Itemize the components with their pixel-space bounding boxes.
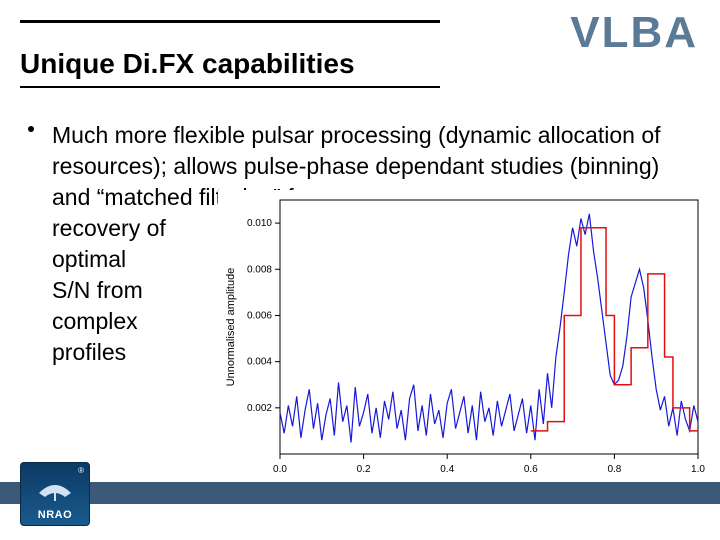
svg-text:0.8: 0.8: [607, 464, 621, 475]
footer-brand-text: NRAO: [21, 509, 89, 521]
svg-text:0.004: 0.004: [247, 357, 272, 368]
svg-text:0.6: 0.6: [524, 464, 538, 475]
svg-text:0.008: 0.008: [247, 264, 272, 275]
registered-icon: ®: [78, 466, 84, 475]
svg-text:0.4: 0.4: [440, 464, 454, 475]
svg-text:Unnormalised amplitude: Unnormalised amplitude: [225, 268, 237, 387]
title-underline: [20, 86, 440, 88]
dish-icon: [35, 471, 75, 503]
footer-bar: [0, 482, 720, 504]
svg-text:0.010: 0.010: [247, 218, 272, 229]
slide-title: Unique Di.FX capabilities: [20, 48, 355, 80]
bullet-text-narrow: recovery ofoptimalS/N fromcomplexprofile…: [52, 213, 232, 368]
brand-label: VLBA: [570, 8, 698, 58]
header-rule: [20, 20, 440, 23]
svg-text:0.2: 0.2: [357, 464, 371, 475]
svg-text:0.006: 0.006: [247, 310, 272, 321]
bullet-dot-icon: [28, 126, 34, 132]
chart-svg: 0.0 0.2 0.4 0.6 0.8 1.0 0.002 0.004 0.006 0.008 0.…: [218, 190, 710, 500]
svg-text:1.0: 1.0: [691, 464, 705, 475]
pulsar-phase-chart: 0.0 0.2 0.4 0.6 0.8 1.0 0.002 0.004 0.006 0.008 0.…: [218, 190, 710, 500]
svg-text:0.0: 0.0: [273, 464, 287, 475]
svg-text:0.002: 0.002: [247, 403, 272, 414]
nrao-logo: ® NRAO: [20, 462, 90, 526]
